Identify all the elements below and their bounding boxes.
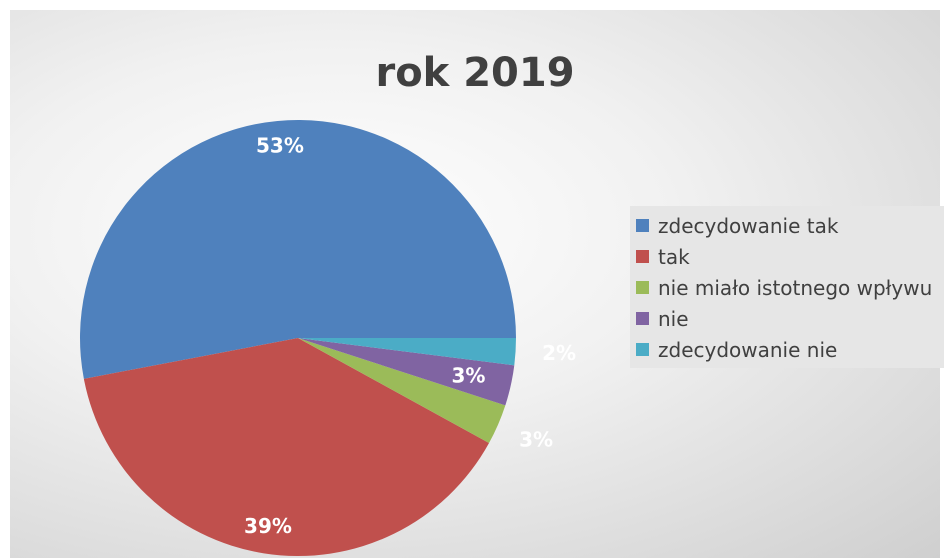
legend-item: zdecydowanie tak — [636, 210, 942, 241]
pie-slice — [79, 119, 517, 379]
legend-label: zdecydowanie nie — [658, 337, 838, 362]
legend-item: nie miało istotnego wpływu — [636, 272, 942, 303]
data-label: 53% — [256, 134, 304, 158]
legend-swatch — [636, 250, 649, 263]
chart-title: rok 2019 — [375, 50, 575, 96]
pie-slice — [298, 338, 516, 366]
chart-area: rok 2019 53% 39% 3% 3% 2% zdecydowanie tak ta… — [10, 10, 944, 558]
legend-label: nie miało istotnego wpływu — [658, 275, 933, 300]
data-label: 3% — [519, 428, 553, 452]
legend-swatch — [636, 343, 649, 356]
legend-swatch — [636, 281, 649, 294]
legend-item: nie — [636, 303, 942, 334]
pie-slice — [298, 338, 506, 444]
pie-slice — [83, 338, 490, 556]
pie-chart: 53% 39% 3% 3% 2% — [79, 119, 576, 556]
data-label: 3% — [451, 363, 485, 387]
legend-label: zdecydowanie tak — [658, 213, 839, 238]
legend-label: nie — [658, 306, 689, 331]
data-label: 2% — [542, 341, 576, 365]
data-label: 39% — [244, 514, 292, 538]
pie-slice — [298, 338, 515, 406]
legend-label: tak — [658, 244, 690, 269]
legend: zdecydowanie tak tak nie miało istotnego w… — [630, 206, 944, 368]
legend-item: zdecydowanie nie — [636, 334, 942, 365]
legend-swatch — [636, 312, 649, 325]
legend-swatch — [636, 219, 649, 232]
legend-item: tak — [636, 241, 942, 272]
